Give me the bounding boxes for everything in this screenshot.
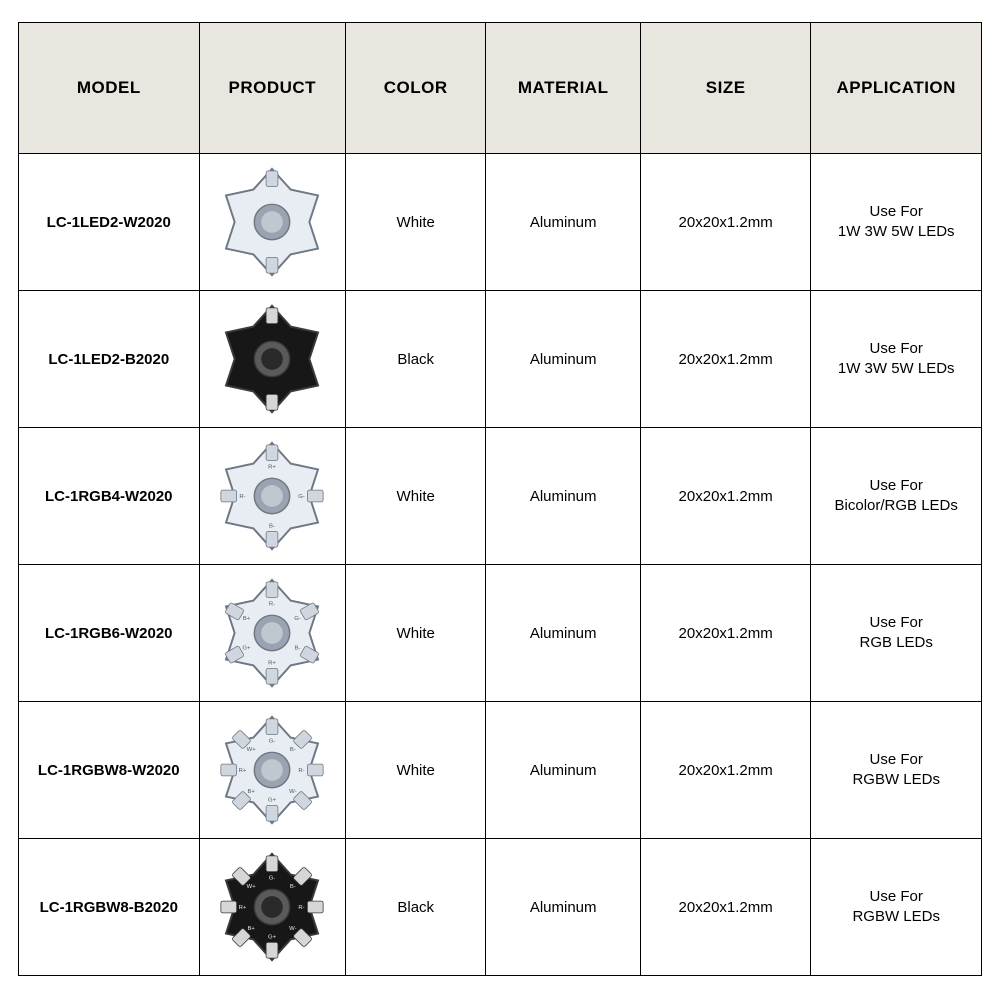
cell-application: Use For1W 3W 5W LEDs [811, 154, 982, 291]
cell-material: Aluminum [486, 291, 640, 428]
pcb-star-icon [213, 300, 331, 418]
cell-material: Aluminum [486, 154, 640, 291]
pcb-star-icon [213, 163, 331, 281]
cell-color: White [346, 428, 486, 565]
svg-text:R+: R+ [239, 905, 247, 911]
cell-product [199, 154, 345, 291]
svg-text:W-: W- [289, 926, 296, 932]
cell-size: 20x20x1.2mm [640, 565, 811, 702]
cell-product: G- B- R- W- G+ B+ R+ W+ [199, 702, 345, 839]
cell-material: Aluminum [486, 839, 640, 976]
svg-text:B-: B- [290, 747, 296, 753]
svg-text:W+: W+ [247, 884, 257, 890]
cell-model: LC-1RGBW8-W2020 [19, 702, 200, 839]
svg-text:B+: B+ [248, 789, 256, 795]
cell-color: White [346, 565, 486, 702]
svg-text:B+: B+ [243, 616, 251, 622]
cell-color: White [346, 702, 486, 839]
table-row: LC-1LED2-B2020 BlackAluminum20x20x1.2mmUs… [19, 291, 982, 428]
svg-text:R-: R- [299, 905, 305, 911]
col-header-product: PRODUCT [199, 23, 345, 154]
svg-text:R+: R+ [239, 768, 247, 774]
svg-text:G+: G+ [243, 646, 252, 652]
table-row: LC-1RGBW8-B2020 G- B- R- W- G+ B+ R+ W+ BlackAlum… [19, 839, 982, 976]
svg-text:B+: B+ [248, 926, 256, 932]
svg-text:W+: W+ [247, 747, 257, 753]
cell-color: Black [346, 839, 486, 976]
svg-text:W-: W- [289, 789, 296, 795]
pcb-star-icon: G- B- R- W- G+ B+ R+ W+ [213, 711, 331, 829]
col-header-color: COLOR [346, 23, 486, 154]
cell-application: Use ForRGBW LEDs [811, 702, 982, 839]
col-header-size: SIZE [640, 23, 811, 154]
svg-text:G-: G- [298, 494, 305, 500]
svg-text:R+: R+ [268, 464, 276, 470]
cell-size: 20x20x1.2mm [640, 154, 811, 291]
svg-text:G-: G- [269, 875, 276, 881]
svg-text:R-: R- [299, 768, 305, 774]
cell-model: LC-1RGB4-W2020 [19, 428, 200, 565]
svg-text:G-: G- [269, 738, 276, 744]
col-header-model: MODEL [19, 23, 200, 154]
cell-application: Use ForRGB LEDs [811, 565, 982, 702]
cell-application: Use ForRGBW LEDs [811, 839, 982, 976]
cell-color: White [346, 154, 486, 291]
svg-text:B-: B- [295, 646, 301, 652]
cell-product: G- B- R- W- G+ B+ R+ W+ [199, 839, 345, 976]
table-row: LC-1RGB4-W2020 R+ G- B- R- WhiteAluminum20x20… [19, 428, 982, 565]
svg-text:G-: G- [295, 616, 302, 622]
cell-size: 20x20x1.2mm [640, 291, 811, 428]
pcb-star-icon: R+ G- B- R- [213, 437, 331, 555]
cell-size: 20x20x1.2mm [640, 702, 811, 839]
cell-application: Use ForBicolor/RGB LEDs [811, 428, 982, 565]
svg-text:B-: B- [269, 523, 275, 529]
svg-text:G+: G+ [268, 797, 277, 803]
cell-product [199, 291, 345, 428]
cell-size: 20x20x1.2mm [640, 428, 811, 565]
table-row: LC-1RGB6-W2020 R- G- B- R+ G+ B+ WhiteAluminum2… [19, 565, 982, 702]
svg-text:R+: R+ [268, 660, 276, 666]
pcb-star-icon: G- B- R- W- G+ B+ R+ W+ [213, 848, 331, 966]
svg-text:R-: R- [240, 494, 246, 500]
pcb-star-icon: R- G- B- R+ G+ B+ [213, 574, 331, 692]
col-header-application: APPLICATION [811, 23, 982, 154]
cell-material: Aluminum [486, 565, 640, 702]
cell-material: Aluminum [486, 428, 640, 565]
table-row: LC-1RGBW8-W2020 G- B- R- W- G+ B+ R+ W+ WhiteAlum… [19, 702, 982, 839]
cell-model: LC-1RGBW8-B2020 [19, 839, 200, 976]
svg-text:B-: B- [290, 884, 296, 890]
product-spec-table: MODEL PRODUCT COLOR MATERIAL SIZE APPLIC… [18, 22, 982, 976]
table-row: LC-1LED2-W2020 WhiteAluminum20x20x1.2mmUs… [19, 154, 982, 291]
cell-product: R+ G- B- R- [199, 428, 345, 565]
cell-color: Black [346, 291, 486, 428]
cell-application: Use For1W 3W 5W LEDs [811, 291, 982, 428]
svg-text:G+: G+ [268, 934, 277, 940]
cell-size: 20x20x1.2mm [640, 839, 811, 976]
cell-model: LC-1LED2-W2020 [19, 154, 200, 291]
cell-model: LC-1RGB6-W2020 [19, 565, 200, 702]
col-header-material: MATERIAL [486, 23, 640, 154]
svg-text:R-: R- [269, 601, 275, 607]
cell-product: R- G- B- R+ G+ B+ [199, 565, 345, 702]
cell-model: LC-1LED2-B2020 [19, 291, 200, 428]
cell-material: Aluminum [486, 702, 640, 839]
table-header-row: MODEL PRODUCT COLOR MATERIAL SIZE APPLIC… [19, 23, 982, 154]
